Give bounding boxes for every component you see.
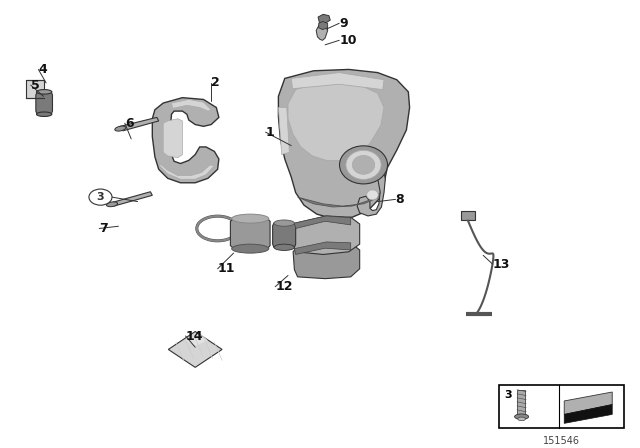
Polygon shape	[278, 69, 410, 219]
Polygon shape	[294, 216, 351, 228]
Polygon shape	[291, 73, 384, 90]
Ellipse shape	[115, 126, 126, 131]
Ellipse shape	[274, 244, 294, 250]
Polygon shape	[318, 14, 330, 23]
Bar	[26, 80, 44, 98]
Polygon shape	[152, 98, 219, 183]
Ellipse shape	[36, 112, 52, 116]
Polygon shape	[298, 193, 381, 207]
Polygon shape	[230, 219, 270, 249]
Text: 1: 1	[266, 125, 275, 139]
Ellipse shape	[232, 244, 269, 253]
Text: 4: 4	[38, 63, 47, 76]
Text: 6: 6	[125, 116, 133, 130]
Polygon shape	[293, 216, 360, 254]
Polygon shape	[120, 117, 159, 131]
Text: 13: 13	[493, 258, 510, 271]
Polygon shape	[294, 242, 351, 254]
Bar	[461, 211, 475, 220]
Bar	[499, 385, 624, 428]
Text: 3: 3	[504, 390, 512, 400]
Polygon shape	[278, 108, 289, 155]
Ellipse shape	[518, 417, 525, 421]
Polygon shape	[288, 83, 384, 160]
Circle shape	[89, 189, 112, 205]
Polygon shape	[564, 405, 612, 423]
Polygon shape	[168, 332, 222, 367]
Polygon shape	[316, 23, 328, 40]
Polygon shape	[564, 392, 612, 414]
Polygon shape	[319, 22, 328, 30]
Text: 9: 9	[339, 17, 348, 30]
Text: 10: 10	[339, 34, 356, 47]
Ellipse shape	[232, 214, 269, 223]
Polygon shape	[186, 334, 208, 346]
Bar	[517, 390, 525, 414]
Polygon shape	[172, 99, 211, 111]
Text: 2: 2	[211, 76, 220, 90]
Ellipse shape	[339, 146, 388, 184]
Polygon shape	[273, 223, 296, 247]
Ellipse shape	[367, 190, 378, 200]
Ellipse shape	[346, 150, 381, 179]
Text: 14: 14	[186, 329, 203, 343]
Polygon shape	[293, 241, 360, 279]
Ellipse shape	[274, 220, 294, 226]
Text: 8: 8	[396, 193, 404, 206]
Text: 3: 3	[97, 192, 104, 202]
Ellipse shape	[352, 155, 375, 174]
Text: 12: 12	[275, 280, 292, 293]
Text: 5: 5	[31, 78, 40, 92]
Polygon shape	[163, 119, 182, 158]
Ellipse shape	[515, 414, 529, 419]
Text: 151546: 151546	[543, 436, 580, 446]
Polygon shape	[159, 165, 214, 179]
Ellipse shape	[106, 202, 118, 207]
Polygon shape	[357, 169, 385, 216]
Polygon shape	[112, 192, 152, 206]
Ellipse shape	[36, 90, 52, 94]
Text: 7: 7	[99, 222, 108, 235]
Polygon shape	[36, 92, 52, 114]
Text: 11: 11	[218, 262, 235, 276]
